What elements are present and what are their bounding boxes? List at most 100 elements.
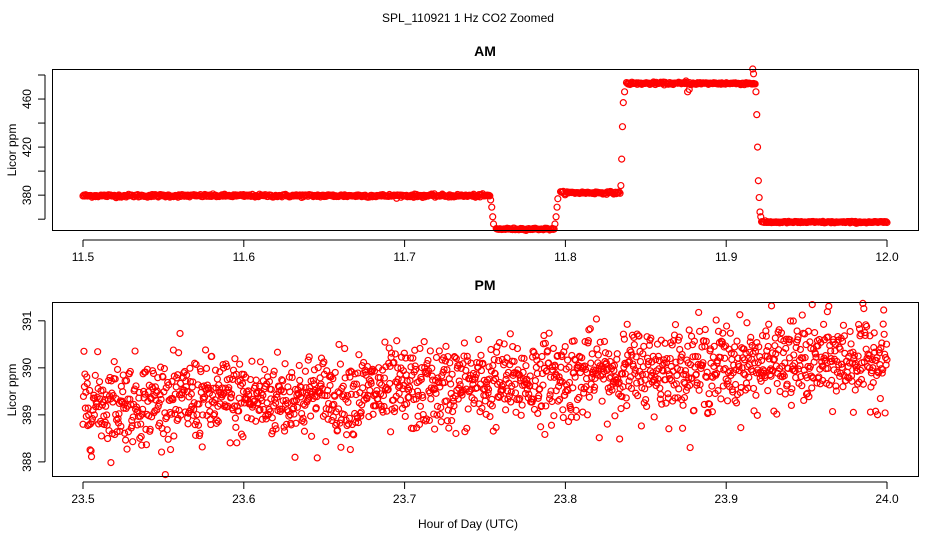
pm-data-point (111, 375, 119, 383)
pm-data-point (832, 387, 840, 395)
pm-data-point (531, 377, 540, 385)
pm-data-point (645, 341, 654, 349)
pm-data-point (731, 343, 739, 351)
am-data-point (486, 192, 494, 200)
pm-data-point (261, 365, 269, 374)
pm-data-point (350, 380, 358, 388)
pm-data-point (170, 432, 178, 440)
pm-data-point (634, 392, 642, 400)
pm-data-point (455, 377, 463, 385)
panel-pm: PM 23.5 23.6 23.7 23.8 23.9 24.0 388 389 390 391… (5, 277, 919, 506)
pm-data-point (210, 410, 219, 418)
am-data-point (753, 111, 761, 119)
pm-data-point (426, 347, 434, 355)
pm-data-point (357, 412, 365, 420)
pm-data-point (138, 441, 146, 449)
pm-data-point (673, 371, 681, 380)
pm-data-point (270, 367, 278, 375)
pm-data-point (808, 301, 816, 309)
pm-data-point (878, 369, 886, 377)
pm-data-point (702, 337, 710, 345)
pm-data-point (856, 366, 865, 374)
pm-data-point (154, 402, 162, 410)
pm-data-point (157, 363, 165, 371)
pm-data-point (211, 366, 220, 374)
pm-data-point (665, 425, 673, 433)
pm-data-point (593, 345, 601, 353)
pm-data-point (590, 383, 599, 391)
pm-data-point (722, 375, 730, 383)
pm-data-point (146, 425, 154, 433)
pm-data-point (490, 377, 498, 385)
pm-data-point (479, 359, 487, 367)
am-data-point (756, 208, 764, 216)
pm-data-point (805, 393, 813, 401)
pm-data-point (520, 354, 528, 363)
am-data-point (752, 88, 760, 96)
pm-data-point (676, 357, 684, 365)
pm-data-point (216, 368, 224, 376)
pm-data-point (300, 418, 308, 426)
pm-data-point (622, 394, 630, 402)
pm-data-point (598, 397, 606, 405)
pm-data-point (305, 353, 313, 361)
pm-data-point (352, 391, 360, 399)
pm-data-point (103, 411, 111, 419)
pm-data-point (613, 350, 621, 358)
pm-data-point (688, 341, 697, 349)
pm-data-point (601, 349, 610, 357)
pm-data-point (794, 333, 802, 341)
pm-data-point (225, 384, 233, 392)
pm-data-point (878, 339, 886, 347)
am-x-tick-label: 12.0 (875, 250, 899, 264)
am-data-point (682, 77, 690, 85)
am-plot-frame (52, 69, 919, 231)
pm-data-point (102, 402, 110, 410)
pm-data-point (530, 405, 539, 414)
pm-data-point (550, 412, 558, 420)
pm-data-point (857, 330, 865, 338)
pm-data-point (583, 411, 592, 419)
pm-data-point (696, 380, 704, 389)
pm-data-point (844, 362, 852, 371)
pm-data-point (137, 432, 145, 441)
pm-data-point (129, 438, 137, 446)
pm-data-point (662, 359, 671, 367)
pm-data-point (600, 337, 609, 346)
pm-data-point (183, 371, 191, 379)
pm-data-point (484, 385, 493, 394)
pm-data-point (391, 404, 399, 412)
pm-data-point (522, 362, 530, 370)
pm-data-point (428, 364, 436, 372)
pm-data-point (569, 384, 577, 392)
pm-data-point (877, 365, 885, 373)
pm-data-point (673, 365, 681, 373)
pm-data-point (271, 421, 279, 430)
pm-data-point (572, 406, 580, 414)
pm-data-point (486, 412, 494, 421)
pm-data-point (152, 388, 160, 397)
pm-data-point (81, 404, 89, 412)
pm-data-point (82, 388, 90, 396)
pm-data-point (786, 336, 794, 344)
pm-data-point (733, 337, 741, 345)
pm-data-point (529, 395, 538, 403)
pm-data-point (287, 421, 295, 429)
pm-data-point (827, 347, 835, 355)
pm-data-point (482, 410, 490, 418)
pm-data-point (390, 408, 398, 416)
pm-data-point (331, 392, 339, 400)
pm-data-point (710, 342, 718, 350)
pm-data-point (650, 413, 658, 421)
figure-title: SPL_110921 1 Hz CO2 Zoomed (382, 11, 554, 25)
pm-data-point (406, 354, 415, 362)
pm-data-point (416, 344, 424, 353)
pm-data-point (329, 375, 337, 383)
pm-data-point (376, 373, 384, 382)
pm-data-point (437, 418, 445, 426)
pm-data-point (411, 362, 419, 370)
pm-data-point (864, 350, 872, 358)
pm-data-point (647, 334, 655, 342)
pm-data-point (533, 369, 541, 378)
pm-data-point (87, 453, 96, 461)
